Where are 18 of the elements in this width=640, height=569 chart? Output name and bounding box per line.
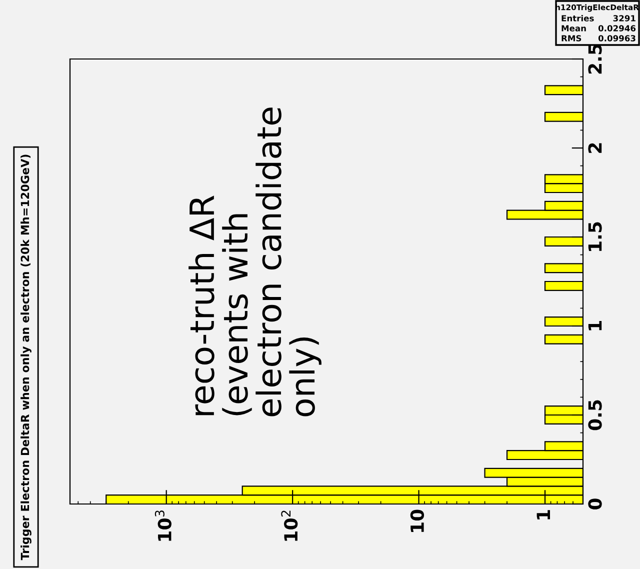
text: 0.09963 (598, 35, 636, 42)
text: Mean (562, 25, 586, 32)
text: Trigger Electron DeltaR when only an electron (20k Mh=120GeV) (20, 154, 32, 560)
y-tick-label: 2 (588, 143, 602, 153)
text: RMS (562, 35, 582, 42)
x-tick-label: 10$^{2}$ (281, 510, 298, 541)
text: Entries (562, 14, 594, 22)
y-tick-label: 0 (588, 498, 602, 510)
y-tick-label: 0.5 (588, 400, 602, 430)
y-tick-label: 1.5 (588, 222, 602, 251)
text: 0.02946 (598, 25, 636, 32)
y-tick-label: 2.5 (588, 44, 602, 74)
x-tick-label: 1 (536, 510, 550, 520)
x-tick-label: 10 (410, 510, 424, 532)
x-tick-label: 10$^{3}$ (154, 510, 172, 541)
text: 3291 (613, 15, 636, 22)
annotation: reco-truth ΔR (events with electron candidate only) (188, 108, 322, 416)
y-tick-label: 1 (588, 320, 602, 330)
